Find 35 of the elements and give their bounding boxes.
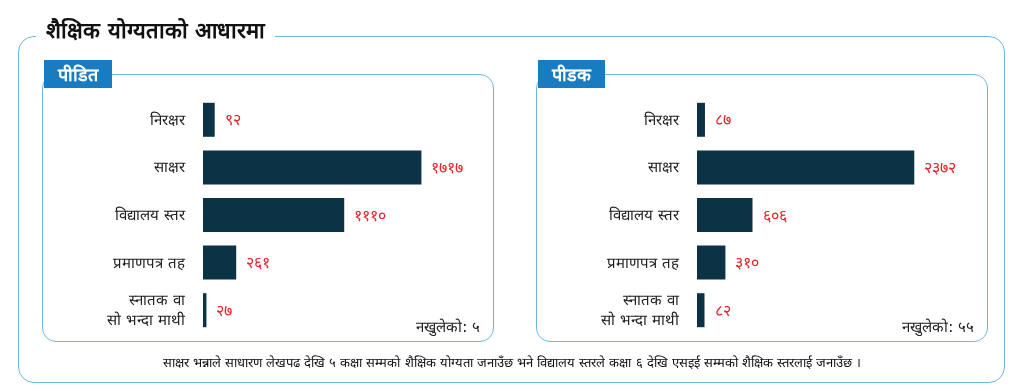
y-tick-label: स्नातक वा सो भन्दा माथी — [107, 291, 186, 330]
bar — [697, 293, 705, 328]
y-tick-label: निरक्षर — [150, 110, 186, 129]
y-tick-label: साक्षर — [648, 158, 680, 177]
data-label: २६१ — [246, 253, 271, 273]
y-tick-label: साक्षर — [154, 158, 186, 177]
y-tick-label: विद्यालय स्तर — [115, 206, 186, 224]
bar — [697, 102, 705, 137]
data-label: २७ — [216, 300, 233, 320]
data-label: ९२ — [224, 110, 241, 130]
y-tick-label: प्रमाणपत्र तह — [113, 253, 186, 272]
data-label: २३७२ — [924, 157, 957, 177]
y-tick-label: विद्यालय स्तर — [609, 206, 680, 224]
data-label: ८७ — [714, 110, 731, 130]
bar — [203, 150, 422, 185]
bar — [203, 102, 215, 137]
data-label: ८२ — [714, 300, 731, 320]
data-label: १११० — [354, 205, 387, 225]
text: साक्षर भन्नाले साधारण लेखपढ देखि ५ कक्षा सम्मको शैक्षिक योग्यता जनाउँछ भने विद्यालय स्तरले कक्षा ६ देखि एसइई सम्मको शैक्षिक स्तरलाई जनाउँछ । — [161, 354, 863, 371]
bar — [203, 198, 345, 232]
y-tick-label: स्नातक वा सो भन्दा माथी — [601, 291, 680, 330]
chart-title: पीडक — [551, 63, 592, 85]
annotation: नखुलेको: ५ — [416, 317, 481, 337]
data-label: ३१० — [735, 253, 760, 273]
bar — [697, 198, 753, 232]
data-label: १७१७ — [431, 157, 464, 177]
bar — [203, 245, 237, 280]
data-label: ६०६ — [762, 205, 787, 225]
annotation: नखुलेको: ५५ — [902, 317, 975, 337]
bar — [697, 245, 726, 280]
chart-title: पीडित — [57, 63, 99, 85]
y-tick-label: प्रमाणपत्र तह — [607, 253, 680, 272]
y-tick-label: निरक्षर — [644, 110, 680, 129]
text: शैक्षिक योग्यताको आधारमा — [36, 14, 276, 44]
bar — [697, 150, 915, 185]
